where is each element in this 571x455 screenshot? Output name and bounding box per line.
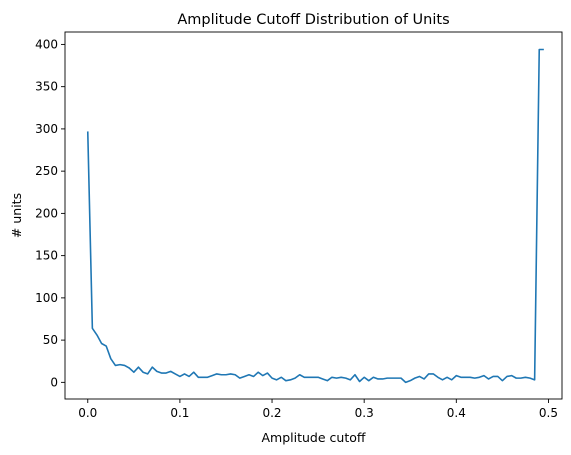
y-tick-label: 400 xyxy=(35,37,58,51)
x-tick-label: 0.5 xyxy=(539,406,558,420)
series-line-0 xyxy=(86,48,544,384)
x-tick-label: 0.3 xyxy=(355,406,374,420)
y-tick-label: 200 xyxy=(35,206,58,220)
y-tick-label: 350 xyxy=(35,80,58,94)
y-axis-ticks: 0 50 100 150 200 250 300 350 400 xyxy=(35,37,65,389)
x-axis-ticks: 0.0 0.1 0.2 0.3 0.4 0.5 xyxy=(78,399,558,420)
plot-area-frame xyxy=(64,31,563,400)
x-tick-label: 0.4 xyxy=(447,406,466,420)
x-axis-label: Amplitude cutoff xyxy=(262,430,366,445)
y-tick-label: 250 xyxy=(35,164,58,178)
y-tick-label: 0 xyxy=(50,375,58,389)
y-tick-label: 150 xyxy=(35,249,58,263)
y-tick-label: 100 xyxy=(35,291,58,305)
y-tick-label: 50 xyxy=(43,333,58,347)
y-tick-label: 300 xyxy=(35,122,58,136)
y-axis-label: # units xyxy=(9,193,24,238)
chart-title: Amplitude Cutoff Distribution of Units xyxy=(177,12,449,28)
x-tick-label: 0.0 xyxy=(78,406,97,420)
x-tick-label: 0.2 xyxy=(262,406,281,420)
plot-lines xyxy=(86,48,544,384)
x-tick-label: 0.1 xyxy=(170,406,189,420)
